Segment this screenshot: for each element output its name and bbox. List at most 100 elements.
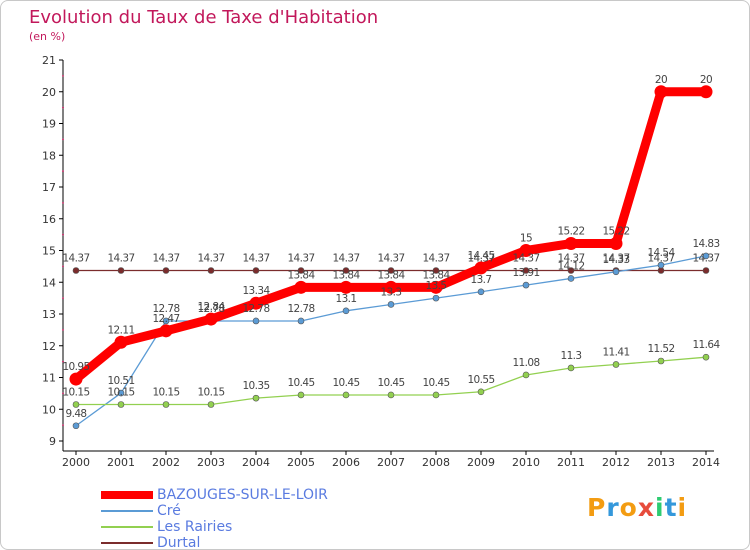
data-label: 14.37 [62, 253, 89, 265]
data-label: 14.37 [107, 253, 134, 265]
logo-letter: i [677, 493, 688, 522]
data-label: 14.37 [512, 253, 539, 265]
data-point [522, 281, 530, 289]
x-tick-label: 2009 [467, 456, 495, 469]
y-minor-dot [62, 233, 64, 236]
legend-swatch [101, 491, 153, 499]
x-tick-label: 2011 [557, 456, 585, 469]
data-label: 13.5 [426, 280, 447, 292]
data-point [204, 312, 218, 326]
data-label: 11.41 [602, 346, 629, 358]
data-point [72, 401, 80, 408]
data-point [159, 324, 173, 338]
data-label: 10.55 [467, 374, 494, 386]
proxiti-logo: Proxiti [587, 493, 687, 522]
data-point [162, 267, 170, 274]
data-label: 15 [520, 233, 532, 245]
legend-label: BAZOUGES-SUR-LE-LOIR [157, 487, 328, 503]
data-label: 12.11 [107, 324, 134, 336]
y-tick-label: 10 [42, 403, 56, 416]
legend-swatch [101, 526, 153, 528]
x-tick-label: 2006 [332, 456, 360, 469]
data-label: 14.37 [647, 253, 674, 265]
data-label: 14.37 [197, 253, 224, 265]
y-tick-label: 20 [42, 86, 56, 99]
data-label: 15.22 [557, 226, 584, 238]
data-label: 14.54 [647, 247, 675, 259]
x-tick-label: 2010 [512, 456, 540, 469]
logo-letter: P [587, 493, 607, 522]
x-tick-label: 2012 [602, 456, 630, 469]
data-label: 14.33 [602, 254, 629, 266]
data-label: 13.84 [332, 269, 360, 281]
x-tick-label: 2014 [692, 456, 720, 469]
data-label: 10.45 [332, 377, 359, 389]
data-label: 11.3 [561, 350, 582, 362]
data-point [702, 267, 710, 274]
data-label: 12.47 [152, 313, 179, 325]
data-label: 10.45 [422, 377, 449, 389]
data-point [477, 288, 485, 296]
y-minor-dot [62, 138, 64, 141]
chart-title: Evolution du Taux de Taxe d'Habitation [29, 7, 379, 28]
data-label: 14.37 [377, 253, 404, 265]
data-point [162, 317, 170, 325]
data-point [609, 237, 623, 251]
data-label: 11.52 [647, 343, 674, 355]
data-point [657, 261, 665, 269]
data-point [474, 261, 488, 275]
data-point [387, 267, 395, 274]
data-point [522, 371, 530, 379]
data-label: 13.1 [336, 293, 357, 305]
data-label: 10.35 [242, 380, 269, 392]
data-label: 11.64 [692, 339, 720, 351]
data-label: 12.78 [242, 303, 269, 315]
legend-item: Cré [101, 503, 328, 519]
data-point [387, 391, 395, 399]
data-point [117, 401, 125, 408]
data-label: 14.37 [557, 253, 584, 265]
y-minor-dot [62, 265, 64, 268]
y-tick-label: 16 [42, 213, 56, 226]
data-point [72, 267, 80, 274]
data-point [567, 275, 575, 282]
y-minor-dot [62, 201, 64, 204]
y-tick-label: 21 [42, 54, 56, 67]
y-tick-label: 19 [42, 118, 56, 131]
data-label: 12.78 [197, 303, 224, 315]
legend-label: Durtal [157, 535, 201, 550]
y-tick-label: 14 [42, 276, 56, 289]
data-label: 13.7 [471, 274, 492, 286]
chart-subtitle: (en %) [29, 30, 66, 43]
data-label: 14.37 [467, 253, 494, 265]
data-label: 14.37 [692, 253, 719, 265]
data-point [297, 391, 305, 399]
data-point [207, 267, 215, 274]
data-label: 14.37 [332, 253, 359, 265]
data-label: 13.3 [381, 286, 402, 298]
logo-letter: o [619, 493, 638, 522]
x-tick-label: 2005 [287, 456, 315, 469]
data-point [429, 280, 443, 294]
data-label: 11.08 [512, 357, 539, 369]
data-label: 14.37 [422, 253, 449, 265]
legend-label: Les Rairies [157, 519, 233, 535]
data-label: 10.15 [152, 386, 179, 398]
data-label: 10.95 [62, 361, 89, 373]
y-minor-dot [62, 170, 64, 173]
data-point [69, 372, 83, 386]
data-point [297, 267, 305, 274]
data-point [567, 364, 575, 372]
data-point [522, 267, 530, 274]
y-minor-dot [62, 297, 64, 300]
x-tick-label: 2003 [197, 456, 225, 469]
y-tick-label: 9 [49, 435, 56, 448]
data-label: 12.78 [152, 303, 179, 315]
data-point [207, 401, 215, 408]
data-label: 20 [655, 74, 667, 86]
y-minor-dot [62, 106, 64, 109]
data-point [252, 267, 260, 274]
data-label: 10.45 [287, 377, 314, 389]
data-point [339, 280, 353, 294]
